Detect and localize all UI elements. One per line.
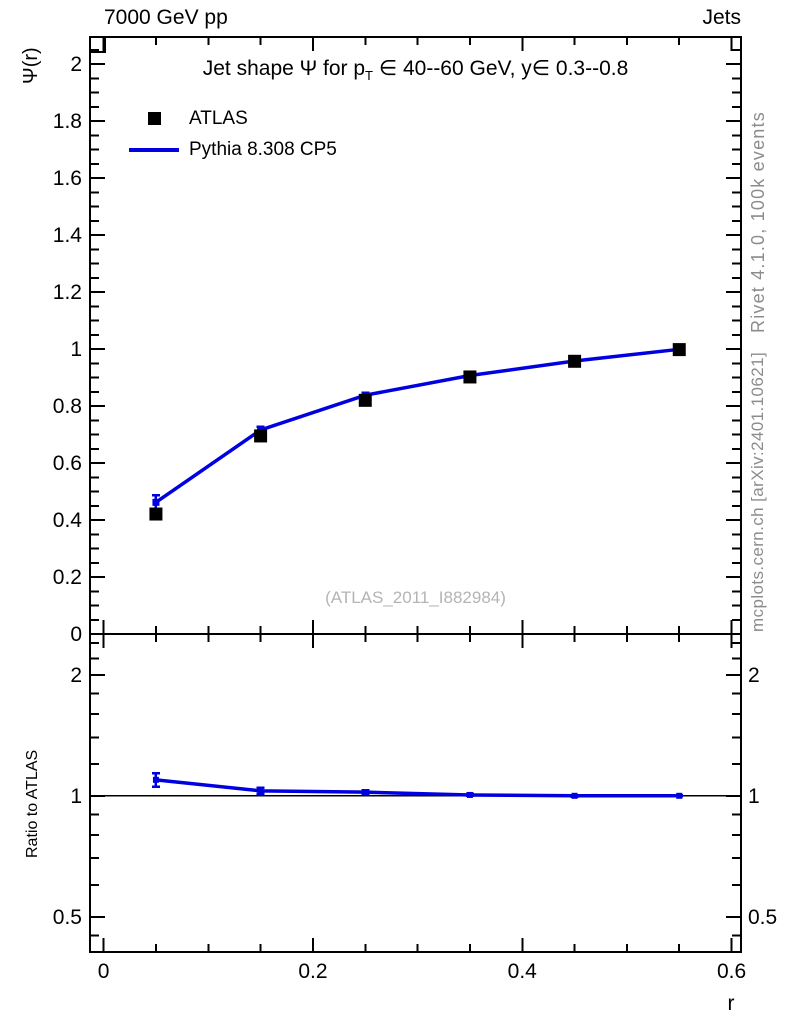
main-y-tick-label: 1.8 bbox=[53, 110, 82, 133]
ratio-marker bbox=[257, 787, 264, 794]
main-y-tick-label: 1.6 bbox=[53, 167, 82, 190]
x-tick-label: 0.6 bbox=[717, 960, 746, 983]
main-y-tick-label: 1 bbox=[70, 338, 82, 361]
atlas-marker bbox=[358, 393, 372, 407]
x-tick-label: 0.4 bbox=[508, 960, 538, 983]
plot-title: Jet shape Ψ for pT ∈ 40--60 GeV, y∈ 0.3-… bbox=[90, 56, 741, 83]
pythia-line bbox=[154, 347, 680, 504]
ratio-y-ticks bbox=[90, 642, 741, 937]
black-square-icon bbox=[147, 112, 161, 125]
main-y-tick-label: 0.2 bbox=[53, 566, 82, 589]
atlas-marker bbox=[463, 370, 477, 384]
legend-entry-atlas: ATLAS bbox=[128, 103, 337, 134]
plot-title-subscript: T bbox=[365, 68, 373, 83]
legend: ATLAS Pythia 8.308 CP5 bbox=[128, 103, 337, 165]
ratio-y-axis-title: Ratio to ATLAS bbox=[24, 749, 41, 858]
ratio-y-tick-label-right: 2 bbox=[748, 664, 760, 687]
main-y-tick-label: 0 bbox=[70, 623, 82, 646]
x-axis-title: r bbox=[727, 992, 735, 1015]
main-y-tick-label: 1.4 bbox=[53, 224, 83, 247]
ratio-marker bbox=[362, 789, 369, 796]
atlas-marker bbox=[672, 343, 686, 357]
ratio-marker bbox=[466, 791, 473, 798]
pythia-curve-ratio bbox=[151, 772, 684, 799]
ratio-marker bbox=[676, 792, 683, 799]
ratio-frame bbox=[89, 633, 742, 953]
main-y-axis-title: Ψ(r) bbox=[20, 47, 42, 84]
atlas-marker bbox=[149, 507, 163, 521]
atlas-marker bbox=[254, 429, 268, 443]
x-tick-labels: 0 0.2 0.4 0.6 bbox=[98, 960, 746, 983]
main-y-tick-label: 1.2 bbox=[53, 281, 82, 304]
atlas-marker bbox=[568, 354, 582, 368]
x-ticks bbox=[102, 37, 733, 952]
main-y-tick-label: 0.6 bbox=[53, 452, 82, 475]
ratio-y-tick-label-left: 1 bbox=[70, 785, 82, 808]
main-y-tick-label: 0.8 bbox=[53, 395, 82, 418]
plot-title-pre: Jet shape Ψ for p bbox=[202, 57, 366, 80]
ratio-y-tick-labels: 0.5 0.5 1 1 2 2 bbox=[53, 664, 777, 929]
blue-line-icon bbox=[129, 147, 179, 152]
ratio-line bbox=[155, 778, 680, 798]
analysis-id-watermark: (ATLAS_2011_I882984) bbox=[325, 588, 506, 607]
main-y-ticks bbox=[90, 48, 741, 635]
x-tick-label: 0.2 bbox=[298, 960, 327, 983]
pythia-curve-main bbox=[151, 345, 684, 511]
legend-entry-pythia: Pythia 8.308 CP5 bbox=[128, 134, 337, 165]
atlas-points bbox=[149, 343, 686, 521]
x-tick-label: 0 bbox=[98, 960, 110, 983]
legend-label-atlas: ATLAS bbox=[189, 107, 248, 129]
main-y-tick-label: 2 bbox=[70, 53, 82, 76]
pythia-marker bbox=[152, 498, 160, 506]
plot-title-post: ∈ 40--60 GeV, y∈ 0.3--0.8 bbox=[373, 57, 629, 80]
pythia-line-swatch bbox=[128, 147, 180, 152]
analysis-group-label: Jets bbox=[702, 6, 741, 29]
ratio-y-tick-label-right: 1 bbox=[748, 785, 760, 808]
ratio-y-tick-label-left: 0.5 bbox=[53, 906, 82, 929]
main-y-tick-label: 0.4 bbox=[53, 509, 83, 532]
ratio-y-tick-label-left: 2 bbox=[70, 664, 82, 687]
ratio-y-tick-label-right: 0.5 bbox=[748, 906, 777, 929]
mcplots-reference-text: mcplots.cern.ch [arXiv:2401.10621] bbox=[748, 351, 767, 632]
legend-label-pythia: Pythia 8.308 CP5 bbox=[189, 138, 337, 160]
main-y-tick-labels: 0 0.2 0.4 0.6 0.8 1 1.2 1.4 1.6 1.8 2 bbox=[53, 53, 83, 646]
atlas-marker-swatch bbox=[128, 112, 180, 125]
beam-energy-label: 7000 GeV pp bbox=[104, 6, 228, 29]
ratio-marker bbox=[571, 792, 578, 799]
ratio-marker bbox=[152, 776, 159, 783]
frame-corner-box bbox=[89, 36, 106, 53]
rivet-version-text: Rivet 4.1.0, 100k events bbox=[748, 111, 768, 333]
